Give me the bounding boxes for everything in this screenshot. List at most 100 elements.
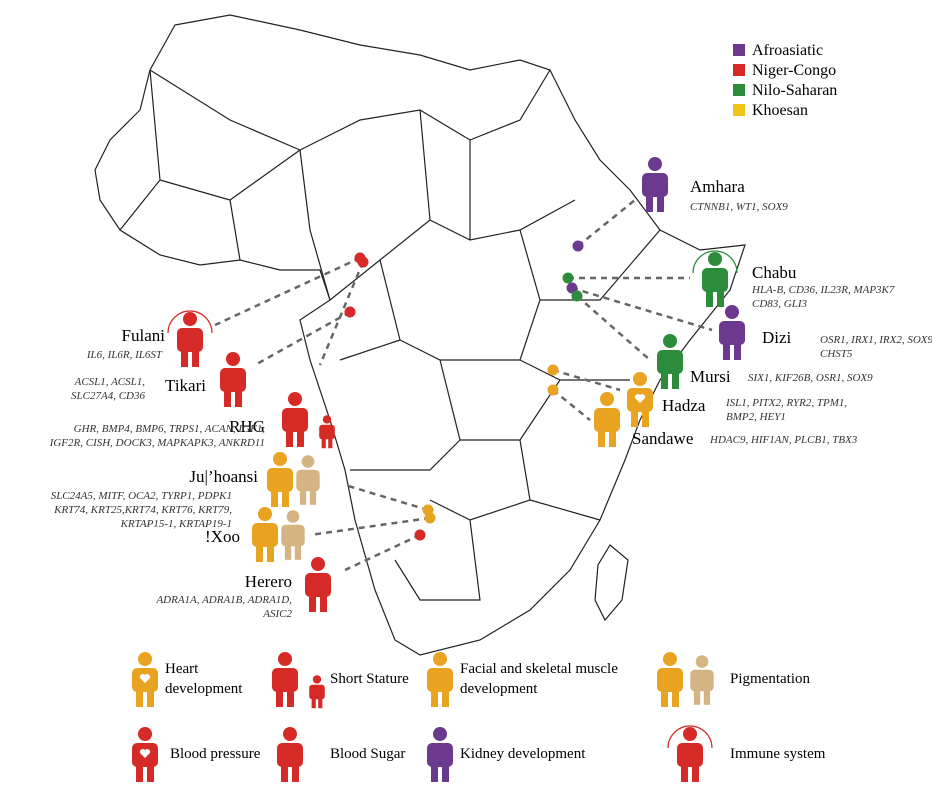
gene-list: OSR1, IRX1, IRX2, SOX9, xyxy=(820,334,932,346)
icon-head xyxy=(288,392,302,406)
gene-list: KRTAP15-1, KRTAP19-1 xyxy=(120,518,232,530)
person-icon xyxy=(427,652,453,707)
icon-body xyxy=(719,321,745,345)
population-name: Herero xyxy=(245,572,292,591)
icon-head xyxy=(663,652,677,666)
population-dot xyxy=(572,240,584,252)
icon-leg xyxy=(661,690,668,707)
gene-list: CTNNB1, WT1, SOX9 xyxy=(690,201,788,213)
icon-head xyxy=(183,312,197,326)
key-label: development xyxy=(460,681,538,697)
population-dot xyxy=(571,290,583,302)
gene-list: SIX1, KIF26B, OSR1, SOX9 xyxy=(748,372,873,384)
gene-list: IL6, IL6R, IL6ST xyxy=(86,349,163,361)
key-label: Pigmentation xyxy=(730,671,810,687)
immune-arc xyxy=(667,725,713,749)
person-icon xyxy=(252,507,278,562)
connector xyxy=(318,261,365,366)
icon-leg xyxy=(706,290,713,307)
person-icon xyxy=(296,455,320,505)
population-dot xyxy=(547,384,559,396)
icon-leg xyxy=(703,689,711,705)
icon-head xyxy=(708,252,722,266)
connector xyxy=(571,286,713,332)
icon-leg xyxy=(292,765,299,782)
icon-leg xyxy=(147,690,154,707)
legend-swatch xyxy=(733,104,745,116)
icon-leg xyxy=(147,765,154,782)
icon-leg xyxy=(256,545,263,562)
person-icon xyxy=(642,157,668,212)
icon-leg xyxy=(609,430,616,447)
icon-leg xyxy=(734,343,741,360)
connector xyxy=(344,483,429,512)
heart-mark xyxy=(634,394,646,403)
person-icon xyxy=(132,652,158,707)
icon-leg xyxy=(294,544,302,560)
connector xyxy=(254,310,351,367)
icon-body xyxy=(702,268,728,292)
gene-list: SLC27A4, CD36 xyxy=(71,390,145,402)
person-icon xyxy=(267,452,293,507)
person-icon xyxy=(692,250,738,307)
person-icon xyxy=(272,652,298,707)
person-icon xyxy=(719,305,745,360)
icon-leg xyxy=(299,489,307,505)
africa-map xyxy=(94,14,746,656)
icon-body xyxy=(309,684,325,700)
key-label: Short Stature xyxy=(330,671,409,687)
icon-body xyxy=(277,743,303,767)
gene-list: BMP2, HEY1 xyxy=(726,411,786,423)
gene-list: GHR, BMP4, BMP6, TRPS1, ACAN, IGF1, xyxy=(74,423,266,435)
icon-body xyxy=(690,669,714,692)
connector xyxy=(309,516,431,537)
icon-head xyxy=(648,157,662,171)
connector xyxy=(344,533,421,572)
icon-leg xyxy=(267,545,274,562)
icon-head xyxy=(138,727,152,741)
icon-leg xyxy=(672,372,679,389)
connector xyxy=(577,199,636,247)
icon-body xyxy=(427,743,453,767)
legend-label: Khoesan xyxy=(752,102,808,119)
key-label: Blood pressure xyxy=(170,746,261,762)
icon-body xyxy=(177,328,203,352)
gene-list: HDAC9, HIF1AN, PLCB1, TBX3 xyxy=(709,434,858,446)
legend-swatch xyxy=(733,64,745,76)
icon-leg xyxy=(284,544,292,560)
icon-leg xyxy=(318,698,323,709)
icon-leg xyxy=(276,690,283,707)
icon-head xyxy=(311,557,325,571)
icon-leg xyxy=(692,765,699,782)
icon-body xyxy=(305,573,331,597)
connector xyxy=(552,389,591,421)
population-name: Tikari xyxy=(165,376,206,395)
person-icon xyxy=(690,655,714,705)
gene-list: ASIC2 xyxy=(262,608,292,620)
key-label: Heart xyxy=(165,661,199,677)
icon-body xyxy=(272,668,298,692)
person-icon xyxy=(657,652,683,707)
person-icon xyxy=(132,727,158,782)
legend-label: Niger-Congo xyxy=(752,62,836,79)
icon-leg xyxy=(672,690,679,707)
icon-leg xyxy=(224,390,231,407)
icon-leg xyxy=(271,490,278,507)
icon-leg xyxy=(661,372,668,389)
icon-leg xyxy=(598,430,605,447)
icon-body xyxy=(252,523,278,547)
connector xyxy=(214,256,361,327)
heart-mark xyxy=(139,674,151,683)
icon-leg xyxy=(235,390,242,407)
key-label: Kidney development xyxy=(460,746,586,762)
person-icon xyxy=(167,310,213,367)
icon-head xyxy=(258,507,272,521)
population-name: Chabu xyxy=(752,263,797,282)
legend-label: Afroasiatic xyxy=(752,42,823,59)
population-name: Fulani xyxy=(122,326,166,345)
icon-leg xyxy=(631,410,638,427)
population-dot xyxy=(562,272,574,284)
icon-leg xyxy=(181,350,188,367)
connector xyxy=(552,368,621,392)
